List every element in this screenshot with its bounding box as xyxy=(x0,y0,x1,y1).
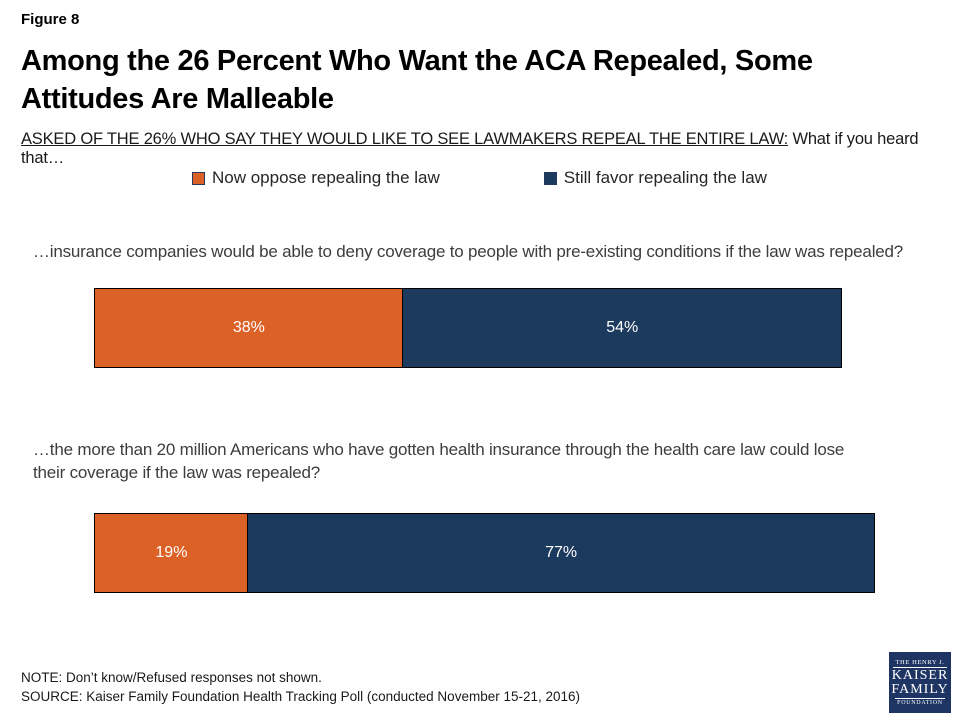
logo-line-kaiser: KAISER xyxy=(891,668,949,683)
legend: Now oppose repealing the law Still favor… xyxy=(192,168,767,188)
legend-swatch-oppose xyxy=(192,171,205,185)
bar-value-label: 38% xyxy=(232,319,265,336)
bar-segment-favor: 54% xyxy=(402,288,843,368)
subtitle-rest-text: What if you heard that… xyxy=(21,130,919,167)
stacked-bar-1: 38% 54% xyxy=(94,288,843,368)
figure-label: Figure 8 xyxy=(21,11,80,28)
bar-segment-favor: 77% xyxy=(247,513,875,593)
bar-segment-oppose: 19% xyxy=(94,513,249,593)
subtitle: ASKED OF THE 26% WHO SAY THEY WOULD LIKE… xyxy=(21,130,951,168)
bar-value-label: 54% xyxy=(606,319,639,336)
source-text: SOURCE: Kaiser Family Foundation Health … xyxy=(21,689,581,704)
bar-value-label: 77% xyxy=(545,544,578,561)
kaiser-family-foundation-logo: THE HENRY J. KAISER FAMILY FOUNDATION xyxy=(889,652,951,713)
footer: NOTE: Don’t know/Refused responses not s… xyxy=(21,668,580,706)
note-text: NOTE: Don’t know/Refused responses not s… xyxy=(21,670,322,685)
bar-value-label: 19% xyxy=(155,544,188,561)
question-text-1: …insurance companies would be able to de… xyxy=(33,242,904,261)
legend-label-oppose: Now oppose repealing the law xyxy=(212,168,440,187)
page-title: Among the 26 Percent Who Want the ACA Re… xyxy=(21,45,813,115)
legend-item-oppose: Now oppose repealing the law xyxy=(192,168,440,188)
question-text-2: …the more than 20 million Americans who … xyxy=(33,440,845,482)
stacked-bar-2: 19% 77% xyxy=(94,513,875,593)
logo-line-family: FAMILY xyxy=(891,682,949,697)
legend-swatch-favor xyxy=(543,171,557,185)
logo-line-the-henry-j: THE HENRY J. xyxy=(893,659,947,668)
legend-label-favor: Still favor repealing the law xyxy=(563,168,767,187)
legend-item-favor: Still favor repealing the law xyxy=(543,168,767,188)
subtitle-underlined-text: ASKED OF THE 26% WHO SAY THEY WOULD LIKE… xyxy=(21,130,789,148)
logo-line-foundation: FOUNDATION xyxy=(895,698,945,706)
bar-segment-oppose: 38% xyxy=(94,288,404,368)
